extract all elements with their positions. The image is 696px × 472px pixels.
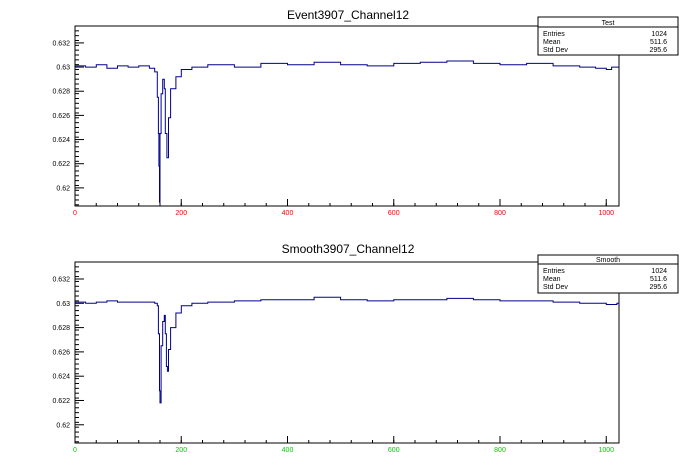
top-y-tick-label: 0.624	[52, 137, 70, 144]
bottom-plot-frame	[74, 261, 620, 444]
top-y-tick-label: 0.63	[56, 65, 70, 72]
top-plot-frame	[74, 25, 620, 207]
bottom-y-tick-label: 0.624	[52, 374, 70, 381]
top-y-tick-label: 0.628	[52, 89, 70, 96]
bottom-y-tick-label: 0.63	[56, 301, 70, 308]
top-x-tick-label: 0	[73, 210, 77, 217]
bottom-stats-stddev-value: 295.6	[649, 284, 667, 291]
top-stats-frame	[537, 16, 679, 56]
top-stats-mean-value: 511.6	[650, 39, 667, 46]
top-plot-axes: 0 200 400 600 800 1000 0.62 0.622 0.624 0.626 0.62…	[52, 25, 614, 217]
bottom-stats-box: Smooth Entries 1024 Mean 511.6 Std Dev 2…	[537, 254, 679, 294]
bottom-y-tick-label: 0.622	[52, 398, 70, 405]
bottom-plot-title: Smooth3907_Channel12	[282, 242, 415, 256]
top-stats-title: Test	[602, 20, 615, 27]
top-y-tick-label: 0.632	[52, 40, 70, 47]
bottom-stats-frame	[537, 254, 679, 294]
top-y-tick-label: 0.626	[52, 113, 70, 120]
bottom-stats-entries-label: Entries	[543, 268, 565, 275]
bottom-series-line	[75, 296, 619, 404]
bottom-x-tick-label: 600	[388, 447, 400, 454]
bottom-stats-mean-label: Mean	[543, 276, 561, 283]
top-x-tick-label: 800	[494, 210, 506, 217]
top-y-tick-label: 0.62	[56, 185, 70, 192]
top-stats-entries-label: Entries	[543, 31, 565, 38]
top-series-line	[75, 60, 619, 203]
bottom-x-tick-label: 1000	[598, 447, 614, 454]
bottom-stats-title: Smooth	[596, 257, 620, 264]
top-stats-stddev-value: 295.6	[649, 47, 667, 54]
bottom-y-tick-label: 0.632	[52, 277, 70, 284]
bottom-y-tick-label: 0.626	[52, 349, 70, 356]
bottom-y-tick-label: 0.628	[52, 325, 70, 332]
bottom-stats-stddev-label: Std Dev	[543, 284, 568, 291]
bottom-plot-panel: Smooth3907_Channel12 0 200 400 600 800 1000 0.…	[52, 242, 679, 454]
bottom-x-tick-label: 400	[282, 447, 294, 454]
top-stats-box: Test Entries 1024 Mean 511.6 Std Dev 295…	[537, 16, 679, 56]
bottom-stats-entries-value: 1024	[651, 268, 667, 275]
bottom-x-tick-label: 0	[73, 447, 77, 454]
top-y-tick-label: 0.622	[52, 161, 70, 168]
top-plot-title: Event3907_Channel12	[287, 8, 409, 22]
bottom-y-tick-label: 0.62	[56, 422, 70, 429]
top-x-tick-label: 200	[175, 210, 187, 217]
bottom-plot-axes: 0 200 400 600 800 1000 0.62 0.622 0.624 0.626 0.62…	[52, 261, 614, 454]
bottom-x-tick-label: 800	[494, 447, 506, 454]
top-stats-mean-label: Mean	[543, 39, 561, 46]
bottom-stats-mean-value: 511.6	[650, 276, 667, 283]
top-stats-stddev-label: Std Dev	[543, 47, 568, 54]
top-x-tick-label: 600	[388, 210, 400, 217]
top-stats-entries-value: 1024	[651, 31, 667, 38]
top-plot-panel: Event3907_Channel12 0 200 400 600 800 1000 0.6…	[52, 8, 679, 217]
top-x-tick-label: 400	[282, 210, 294, 217]
bottom-x-tick-label: 200	[175, 447, 187, 454]
top-x-tick-label: 1000	[598, 210, 614, 217]
